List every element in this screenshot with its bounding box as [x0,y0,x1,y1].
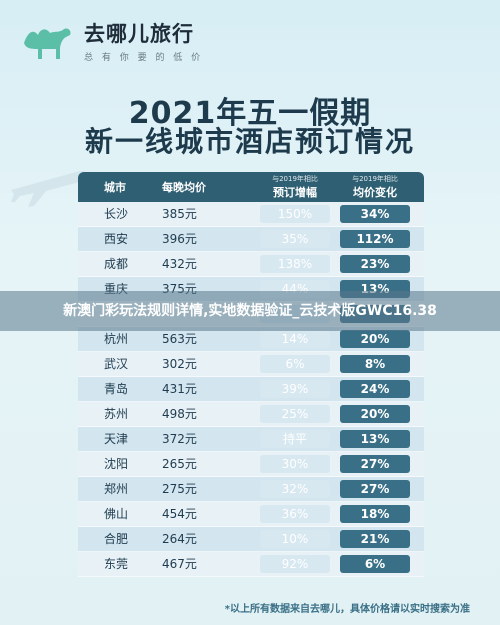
footnote: *以上所有数据来自去哪儿，具体价格请以实时搜索为准 [0,600,470,615]
city-cell: 沈阳 [104,457,129,471]
change-cell: 20% [340,330,410,348]
price-cell: 431元 [162,382,197,396]
price-cell: 372元 [162,432,197,446]
header-change-label: 均价变化 [353,185,397,199]
booking-cell: 92% [260,555,330,573]
table-row: 合肥 264元 10% 21% [78,527,424,552]
change-cell: 27% [340,455,410,473]
booking-cell: 35% [260,230,330,248]
city-cell: 武汉 [104,357,129,371]
change-cell: 8% [340,355,410,373]
booking-cell: 14% [260,330,330,348]
change-cell: 6% [340,555,410,573]
header-booking: 与2019年相比 预订增幅 [260,172,330,202]
header-booking-note: 与2019年相比 [272,174,318,183]
table-row: 苏州 498元 25% 20% [78,402,424,427]
header-city: 城市 [104,181,126,194]
price-cell: 498元 [162,407,197,421]
header-booking-label: 预订增幅 [273,185,317,199]
table-header: 城市 每晚均价 与2019年相比 预订增幅 与2019年相比 均价变化 [78,172,424,202]
table-row: 西安 396元 35% 112% [78,227,424,252]
table-row: 沈阳 265元 30% 27% [78,452,424,477]
table-body: 长沙 385元 150% 34% 西安 396元 35% 112% 成都 432元 138% 23% 重… [78,202,424,577]
booking-cell: 32% [260,480,330,498]
camel-logo-icon [24,27,71,59]
city-cell: 佛山 [104,507,129,521]
price-cell: 454元 [162,507,197,521]
price-cell: 302元 [162,357,197,371]
city-cell: 天津 [104,432,129,446]
city-cell: 杭州 [104,332,129,346]
change-cell: 34% [340,205,410,223]
table-row: 天津 372元 持平 13% [78,427,424,452]
logo: 去哪儿旅行 总 有 你 要 的 低 价 [20,18,203,63]
table-row: 青岛 431元 39% 24% [78,377,424,402]
logo-subtitle: 总 有 你 要 的 低 价 [84,53,204,63]
booking-cell: 10% [260,530,330,548]
price-cell: 396元 [162,232,197,246]
price-cell: 385元 [162,207,197,221]
change-cell: 18% [340,505,410,523]
header-change-note: 与2019年相比 [352,174,398,183]
city-cell: 成都 [104,257,129,271]
booking-cell: 30% [260,455,330,473]
price-cell: 432元 [162,257,197,271]
change-cell: 112% [340,230,410,248]
booking-cell: 6% [260,355,330,373]
table-row: 武汉 302元 6% 8% [78,352,424,377]
city-cell: 东莞 [104,557,129,571]
overlay-banner: 新澳门彩玩法规则详情,实地数据验证_云技术版GWC16.38 [0,291,500,331]
table-row: 长沙 385元 150% 34% [78,202,424,227]
booking-cell: 25% [260,405,330,423]
city-cell: 合肥 [104,532,129,546]
header-change: 与2019年相比 均价变化 [340,172,410,202]
header-price: 每晚均价 [162,181,206,194]
airplane-icon [11,171,89,207]
city-cell: 长沙 [104,207,129,221]
title-line-2: 新一线城市酒店预订情况 [84,125,415,158]
price-cell: 563元 [162,332,197,346]
change-cell: 20% [340,405,410,423]
booking-cell: 39% [260,380,330,398]
table-row: 成都 432元 138% 23% [78,252,424,277]
change-cell: 24% [340,380,410,398]
price-cell: 265元 [162,457,197,471]
city-cell: 西安 [104,232,129,246]
change-cell: 21% [340,530,410,548]
change-cell: 13% [340,430,410,448]
booking-cell: 持平 [260,430,330,448]
price-cell: 275元 [162,482,197,496]
table-row: 东莞 467元 92% 6% [78,552,424,577]
booking-table: 城市 每晚均价 与2019年相比 预订增幅 与2019年相比 均价变化 长沙 38… [78,172,424,577]
table-row: 杭州 563元 14% 20% [78,327,424,352]
city-cell: 苏州 [104,407,129,421]
price-cell: 467元 [162,557,197,571]
table-row: 郑州 275元 32% 27% [78,477,424,502]
table-row: 佛山 454元 36% 18% [78,502,424,527]
logo-title: 去哪儿旅行 [84,22,194,46]
footnote-text: *以上所有数据来自去哪儿，具体价格请以实时搜索为准 [224,604,470,615]
booking-cell: 150% [260,205,330,223]
change-cell: 27% [340,480,410,498]
booking-cell: 138% [260,255,330,273]
title-line-1: 2021年五一假期 [128,96,372,131]
price-cell: 264元 [162,532,197,546]
city-cell: 郑州 [104,482,129,496]
city-cell: 青岛 [104,382,129,396]
change-cell: 23% [340,255,410,273]
booking-cell: 36% [260,505,330,523]
